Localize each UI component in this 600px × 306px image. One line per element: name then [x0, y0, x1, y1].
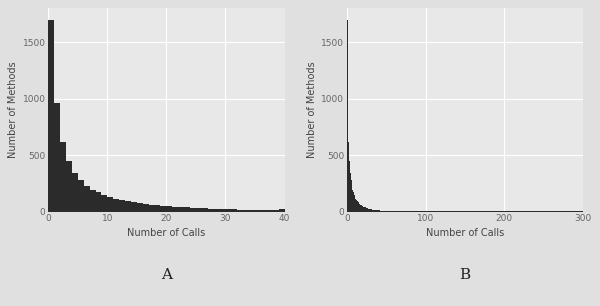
Bar — [66, 161, 72, 211]
Bar — [370, 209, 371, 211]
Bar — [347, 103, 349, 211]
Bar — [267, 210, 272, 211]
Bar — [351, 180, 352, 211]
Bar — [237, 210, 243, 211]
Bar — [255, 210, 261, 211]
Bar — [376, 210, 377, 211]
Text: A: A — [161, 268, 172, 282]
Bar — [367, 208, 368, 211]
Bar — [353, 192, 354, 211]
Bar — [366, 208, 367, 211]
Bar — [143, 204, 149, 211]
Bar — [350, 173, 351, 211]
Bar — [172, 207, 178, 211]
Bar — [372, 210, 373, 211]
Bar — [359, 204, 360, 211]
Bar — [249, 210, 255, 211]
Bar — [149, 205, 155, 211]
Bar — [89, 189, 95, 211]
Bar — [232, 209, 237, 211]
Bar — [358, 202, 359, 211]
Bar — [84, 186, 89, 211]
Bar — [166, 206, 172, 211]
X-axis label: Number of Calls: Number of Calls — [127, 228, 206, 237]
Bar — [107, 197, 113, 211]
Bar — [184, 207, 190, 211]
Bar — [272, 210, 278, 211]
Bar — [369, 209, 370, 211]
Bar — [377, 210, 379, 211]
Bar — [354, 195, 355, 211]
Bar — [119, 200, 125, 211]
Bar — [220, 209, 226, 211]
Bar — [155, 205, 160, 211]
Bar — [160, 206, 166, 211]
Bar — [373, 210, 374, 211]
Bar — [226, 209, 232, 211]
Bar — [349, 161, 350, 211]
Bar — [356, 200, 357, 211]
Bar — [113, 199, 119, 211]
Bar — [125, 201, 131, 211]
Bar — [196, 208, 202, 211]
Bar — [190, 208, 196, 211]
Text: B: B — [460, 268, 470, 282]
Bar — [54, 103, 60, 211]
Bar — [101, 195, 107, 211]
Bar — [214, 209, 220, 211]
Bar — [72, 173, 78, 211]
Bar — [368, 208, 369, 211]
Bar — [361, 205, 362, 211]
Bar — [365, 207, 366, 211]
Bar — [261, 210, 267, 211]
Bar — [78, 180, 84, 211]
Bar — [95, 192, 101, 211]
Bar — [208, 208, 214, 211]
Bar — [178, 207, 184, 211]
Bar — [48, 20, 54, 211]
X-axis label: Number of Calls: Number of Calls — [426, 228, 504, 237]
Bar — [374, 210, 375, 211]
Bar — [278, 209, 284, 211]
Y-axis label: Number of Methods: Number of Methods — [8, 62, 19, 158]
Y-axis label: Number of Methods: Number of Methods — [307, 62, 317, 158]
Bar — [371, 209, 372, 211]
Bar — [352, 189, 353, 211]
Bar — [202, 208, 208, 211]
Bar — [60, 142, 66, 211]
Bar — [355, 199, 356, 211]
Bar — [375, 210, 376, 211]
Bar — [364, 207, 365, 211]
Bar — [357, 201, 358, 211]
Bar — [137, 203, 143, 211]
Bar — [243, 210, 249, 211]
Bar — [362, 206, 364, 211]
Bar — [360, 205, 361, 211]
Bar — [131, 202, 137, 211]
